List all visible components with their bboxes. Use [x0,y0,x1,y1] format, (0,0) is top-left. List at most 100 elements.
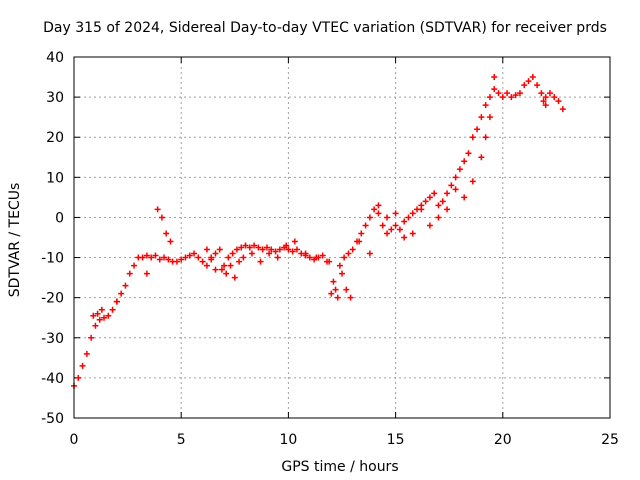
y-tick-label: 30 [46,90,64,106]
data-point [409,230,416,237]
data-point [384,230,391,237]
data-point [276,246,283,253]
data-point [534,82,541,89]
data-point [461,194,468,201]
data-point [255,244,262,251]
data-point [263,244,270,251]
data-point [521,82,528,89]
data-point [456,166,463,173]
data-point [306,254,313,261]
y-tick-label: -30 [41,331,64,347]
data-point [452,174,459,181]
data-point [452,186,459,193]
data-point [113,298,120,305]
data-point [375,202,382,209]
data-point [435,202,442,209]
data-point [154,206,161,213]
data-point [79,362,86,369]
data-point [551,94,558,101]
data-point [559,106,566,113]
data-point [96,316,103,323]
data-point [223,270,230,277]
data-point [542,94,549,101]
data-point [92,322,99,329]
y-tick-label: -20 [41,291,64,307]
x-tick-labels: 0 5 10 15 20 25 [70,432,619,448]
data-point [330,278,337,285]
data-point [426,222,433,229]
data-point [221,262,228,269]
data-point [101,314,108,321]
data-point [274,254,281,261]
data-point [178,256,185,263]
data-point [512,92,519,99]
data-point [499,94,506,101]
y-tick-labels: 40 30 20 10 0 -10 -20 -30 -40 -50 [41,50,64,427]
x-tick-label: 20 [494,432,512,448]
data-points [71,74,566,389]
x-tick-label: 25 [601,432,619,448]
data-point [491,86,498,93]
data-point [283,242,290,249]
data-point [482,134,489,141]
data-point [328,290,335,297]
y-tick-label: 40 [46,50,64,66]
data-point [336,262,343,269]
data-point [83,350,90,357]
data-point [339,270,345,277]
data-point [291,238,298,245]
data-point [212,250,219,257]
data-point [240,254,247,261]
data-point [98,306,105,313]
data-point [478,154,485,161]
data-point [465,150,472,157]
data-point [143,270,150,277]
data-point [341,254,348,261]
data-point [405,214,412,221]
data-point [167,238,174,245]
x-tick-label: 0 [70,432,79,448]
data-point [444,206,451,213]
y-tick-label: 10 [46,170,64,186]
plot-frame [73,56,611,419]
grid [74,57,610,418]
data-point [203,262,210,269]
data-point [156,256,163,263]
data-point [161,254,168,261]
data-point [186,252,193,259]
data-point [90,312,97,319]
data-point [504,90,511,97]
data-point [105,312,112,319]
x-tick-label: 5 [177,432,186,448]
data-point [448,182,455,189]
data-point [516,90,523,97]
data-point [94,310,101,317]
data-point [461,158,468,165]
data-point [208,254,215,261]
y-tick-label: 20 [46,130,64,146]
data-point [392,210,399,217]
data-point [246,244,253,251]
data-point [326,258,333,265]
data-point [225,254,232,261]
data-point [152,252,159,259]
data-point [388,226,395,233]
data-point [332,286,339,293]
data-point [482,102,489,109]
data-point [302,250,309,257]
y-axis-label: SDTVAR / TECUs [7,183,23,298]
data-point [218,266,225,273]
x-axis-label: GPS time / hours [281,459,398,475]
data-point [158,214,165,221]
data-point [75,374,82,381]
data-point [248,250,255,257]
data-point [203,246,210,253]
data-point [122,282,129,289]
data-point [392,222,399,229]
data-point [251,242,258,249]
data-point [343,286,350,293]
y-tick-label: 0 [55,210,64,226]
data-point [486,94,493,101]
data-point [266,250,273,257]
